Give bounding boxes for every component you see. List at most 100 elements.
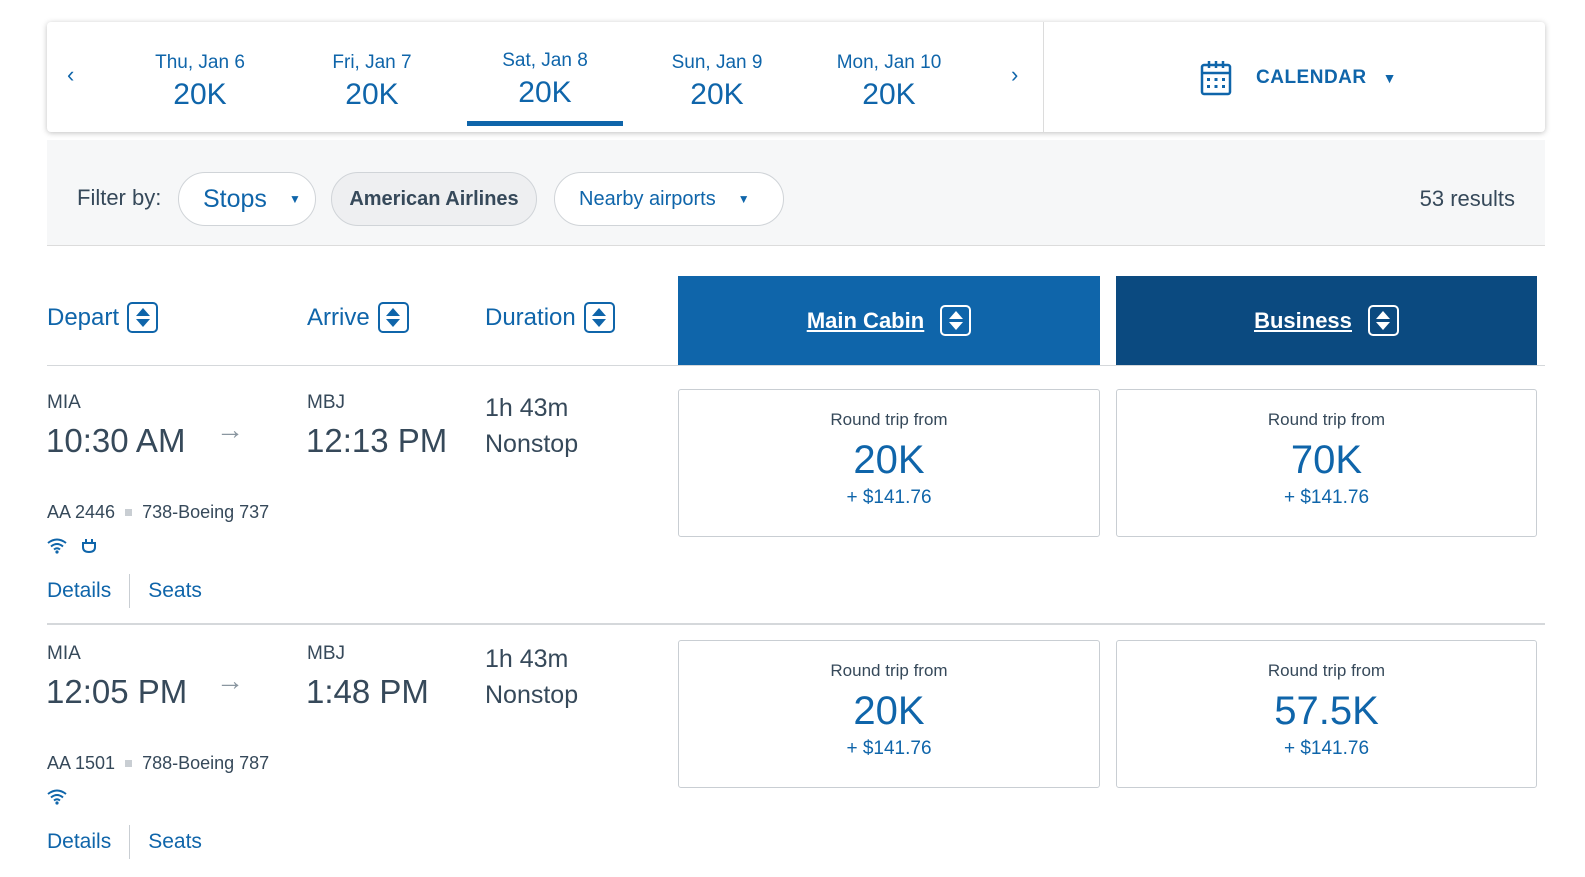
arrow-right-icon: →	[216, 665, 244, 696]
duration: 1h 43m	[485, 394, 569, 422]
amenities	[47, 789, 67, 805]
divider	[129, 825, 131, 859]
arrive-time: 1:48 PM	[306, 673, 429, 710]
fare-points: 57.5K	[1274, 689, 1379, 733]
date-price: 20K	[518, 76, 572, 109]
flight-number: AA 1501	[47, 753, 116, 773]
divider	[47, 365, 1545, 366]
date-option-1[interactable]: Fri, Jan 7 20K	[292, 22, 452, 132]
arrive-time: 12:13 PM	[306, 422, 448, 459]
divider	[47, 623, 1545, 625]
fare-points: 20K	[853, 438, 925, 482]
calendar-button[interactable]: CALENDAR ▼	[1200, 58, 1396, 98]
date-selector: ‹ Thu, Jan 6 20K Fri, Jan 7 20K Sat, Jan…	[47, 22, 1545, 132]
filter-bar: Filter by: Stops ▼ American Airlines Nea…	[47, 140, 1545, 246]
date-label: Mon, Jan 10	[836, 52, 942, 73]
nearby-airports-filter[interactable]: Nearby airports ▼	[554, 172, 784, 226]
date-label: Sat, Jan 8	[502, 50, 588, 71]
business-fare[interactable]: Round trip from 70K + $141.76	[1116, 389, 1537, 537]
sort-icon	[940, 305, 972, 336]
business-fare[interactable]: Round trip from 57.5K + $141.76	[1116, 640, 1537, 788]
chevron-left-icon[interactable]: ‹	[67, 62, 75, 87]
airline-filter[interactable]: American Airlines	[331, 172, 537, 226]
separator	[125, 509, 133, 516]
caret-down-icon: ▼	[288, 192, 301, 206]
airline-filter-label: American Airlines	[349, 187, 519, 210]
flight-meta: AA 1501 788-Boeing 787	[47, 753, 269, 774]
aircraft: 788-Boeing 787	[142, 753, 270, 773]
aircraft: 738-Boeing 737	[142, 502, 270, 522]
stops-filter[interactable]: Stops ▼	[178, 172, 316, 226]
stops: Nonstop	[485, 430, 579, 458]
depart-airport: MIA	[47, 643, 81, 664]
date-label: Sun, Jan 9	[671, 52, 763, 73]
date-price: 20K	[690, 78, 744, 111]
depart-time: 10:30 AM	[46, 422, 186, 459]
duration-header: Duration	[485, 303, 576, 331]
date-price: 20K	[345, 78, 399, 111]
flight-row: MIA 12:05 PM → MBJ 1:48 PM 1h 43m Nonsto…	[0, 617, 1585, 859]
fare-label: Round trip from	[1267, 661, 1386, 680]
fare-label: Round trip from	[1267, 410, 1386, 429]
details-link[interactable]: Details	[47, 579, 112, 602]
date-label: Thu, Jan 6	[155, 52, 245, 73]
seats-link[interactable]: Seats	[148, 579, 202, 602]
caret-down-icon: ▼	[737, 192, 750, 206]
sort-icon	[127, 302, 159, 333]
arrive-airport: MBJ	[307, 643, 345, 664]
fare-tax: + $141.76	[846, 738, 932, 759]
fare-points: 20K	[853, 689, 925, 733]
sort-icon	[1367, 305, 1399, 336]
separator	[125, 760, 133, 767]
depart-time: 12:05 PM	[46, 673, 188, 710]
main-cabin-label: Main Cabin	[806, 307, 925, 333]
fare-tax: + $141.76	[846, 487, 932, 508]
fare-label: Round trip from	[830, 410, 948, 429]
date-option-3[interactable]: Sun, Jan 9 20K	[637, 22, 797, 132]
sort-arrive[interactable]: Arrive	[307, 302, 409, 333]
flight-links: Details Seats	[47, 574, 202, 608]
date-option-0[interactable]: Thu, Jan 6 20K	[120, 22, 280, 132]
date-option-4[interactable]: Mon, Jan 10 20K	[809, 22, 969, 132]
business-label: Business	[1254, 307, 1352, 333]
fare-tax: + $141.76	[1283, 738, 1370, 759]
calendar-icon	[1200, 61, 1232, 96]
fare-label: Round trip from	[830, 661, 948, 680]
results-count: 53 results	[1419, 186, 1515, 211]
seats-link[interactable]: Seats	[148, 830, 202, 853]
sort-duration[interactable]: Duration	[485, 302, 615, 333]
main-cabin-header[interactable]: Main Cabin	[678, 276, 1100, 365]
fare-tax: + $141.76	[1283, 487, 1370, 508]
arrow-right-icon: →	[216, 414, 244, 445]
date-label: Fri, Jan 7	[332, 52, 412, 73]
arrive-header: Arrive	[307, 303, 370, 331]
power-outlet-icon	[82, 539, 96, 554]
date-price: 20K	[173, 78, 227, 111]
filter-label: Filter by:	[77, 185, 162, 210]
divider	[129, 574, 131, 608]
date-option-2-selected[interactable]: Sat, Jan 8 20K	[465, 22, 625, 132]
flight-meta: AA 2446 738-Boeing 737	[47, 502, 269, 523]
wifi-icon	[47, 538, 67, 554]
chevron-right-icon[interactable]: ›	[1011, 62, 1019, 87]
sort-icon	[377, 302, 409, 333]
arrive-airport: MBJ	[307, 392, 345, 413]
divider	[1043, 22, 1044, 132]
depart-airport: MIA	[47, 392, 81, 413]
sort-icon	[583, 302, 615, 333]
details-link[interactable]: Details	[47, 830, 112, 853]
sort-depart[interactable]: Depart	[47, 302, 159, 333]
business-header[interactable]: Business	[1116, 276, 1537, 365]
main-cabin-fare[interactable]: Round trip from 20K + $141.76	[678, 640, 1100, 788]
stops: Nonstop	[485, 681, 579, 709]
stops-filter-label: Stops	[203, 184, 267, 213]
flight-number: AA 2446	[47, 502, 116, 522]
duration: 1h 43m	[485, 645, 569, 673]
nearby-airports-label: Nearby airports	[579, 187, 716, 210]
date-price: 20K	[862, 78, 916, 111]
flight-row: MIA 10:30 AM → MBJ 12:13 PM 1h 43m Nonst…	[0, 366, 1585, 608]
fare-points: 70K	[1290, 438, 1363, 482]
caret-down-icon: ▼	[1382, 70, 1397, 86]
main-cabin-fare[interactable]: Round trip from 20K + $141.76	[678, 389, 1100, 537]
wifi-icon	[47, 789, 67, 805]
